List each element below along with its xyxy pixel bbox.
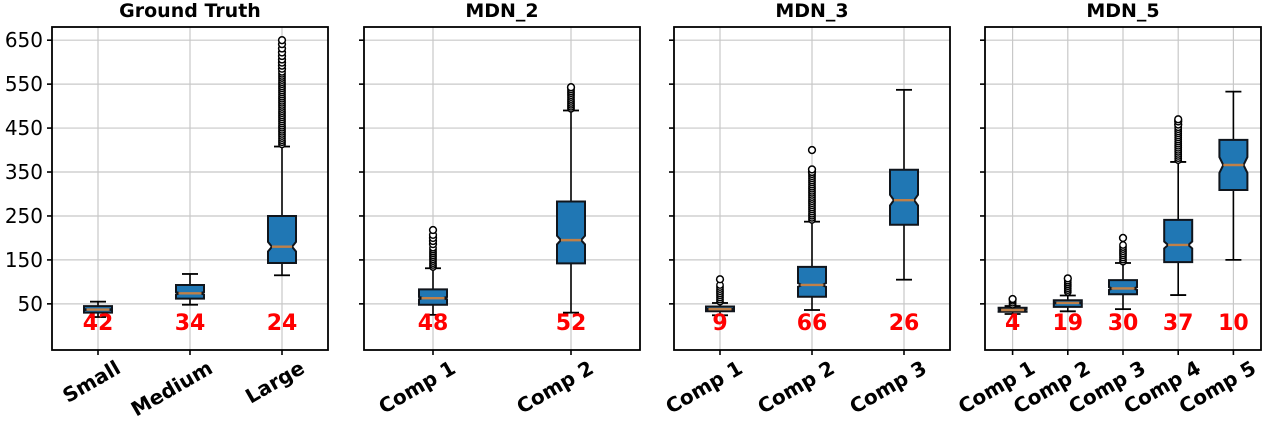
flier-point	[715, 275, 725, 284]
flier-point	[807, 165, 817, 174]
x-tick-label: Small	[58, 356, 124, 408]
box-small: 42 Small	[58, 300, 125, 408]
y-tick-label: 550	[5, 72, 43, 96]
panel-title: MDN_2	[465, 0, 538, 22]
y-tick-label: 50	[18, 292, 43, 316]
count-label: 9	[712, 311, 727, 336]
panel-mdn-2: MDN_2 48 Comp 1 52 Comp 2	[359, 0, 641, 419]
x-tick-label: Comp 2	[753, 356, 838, 419]
count-label: 34	[175, 311, 206, 336]
panel-title: MDN_3	[775, 0, 848, 22]
box-medium: 34 Medium	[127, 273, 217, 422]
flier-point	[1063, 274, 1072, 283]
x-tick-label: Large	[241, 356, 308, 409]
flier-point	[1174, 115, 1183, 124]
flier-point	[277, 36, 287, 45]
box-comp-2: 66 Comp 2	[753, 145, 839, 419]
flier-stack-point	[1119, 241, 1127, 249]
x-tick-label: Comp 3	[845, 356, 930, 419]
y-tick-label: 450	[5, 116, 43, 140]
count-label: 48	[418, 311, 449, 336]
count-label: 52	[556, 311, 587, 336]
box-body	[1108, 279, 1138, 296]
count-label: 10	[1218, 311, 1249, 336]
box-body	[267, 215, 297, 264]
box-large: 24 Large	[241, 36, 309, 409]
box-body	[889, 168, 919, 226]
x-tick-label: Comp 2	[512, 356, 597, 419]
y-tick-label: 150	[5, 248, 43, 272]
count-label: 24	[267, 311, 298, 336]
box-comp-2: 52 Comp 2	[512, 83, 598, 419]
x-tick-label: Comp 1	[374, 356, 459, 419]
y-tick-label: 650	[5, 28, 43, 52]
panel-title: Ground Truth	[119, 0, 261, 22]
x-tick-label: Comp 1	[661, 356, 746, 419]
panel-mdn-3: MDN_3 9 Comp 1 66 Comp 2 26 Comp 3	[661, 0, 951, 419]
axes-border	[363, 26, 641, 351]
box-body	[556, 200, 586, 265]
count-label: 19	[1052, 311, 1083, 336]
count-label: 30	[1108, 311, 1139, 336]
count-label: 66	[797, 311, 828, 336]
flier-point	[1118, 233, 1128, 243]
count-label: 37	[1163, 311, 1194, 336]
box-body	[175, 284, 205, 300]
count-label: 4	[1005, 311, 1020, 336]
flier-point	[1008, 294, 1017, 304]
x-tick-label: Medium	[127, 356, 217, 422]
y-tick-label: 250	[5, 204, 43, 228]
flier-point	[807, 145, 817, 155]
y-tick-label: 350	[5, 160, 43, 184]
box-comp-3: 26 Comp 3	[845, 88, 931, 419]
flier-point	[566, 83, 576, 92]
box-body	[797, 265, 827, 298]
box-comp-1: 48 Comp 1	[374, 225, 460, 419]
box-body	[1163, 218, 1194, 264]
count-label: 26	[889, 311, 920, 336]
flier-point	[428, 225, 438, 235]
count-label: 42	[83, 311, 114, 336]
panel-title: MDN_5	[1086, 0, 1159, 22]
